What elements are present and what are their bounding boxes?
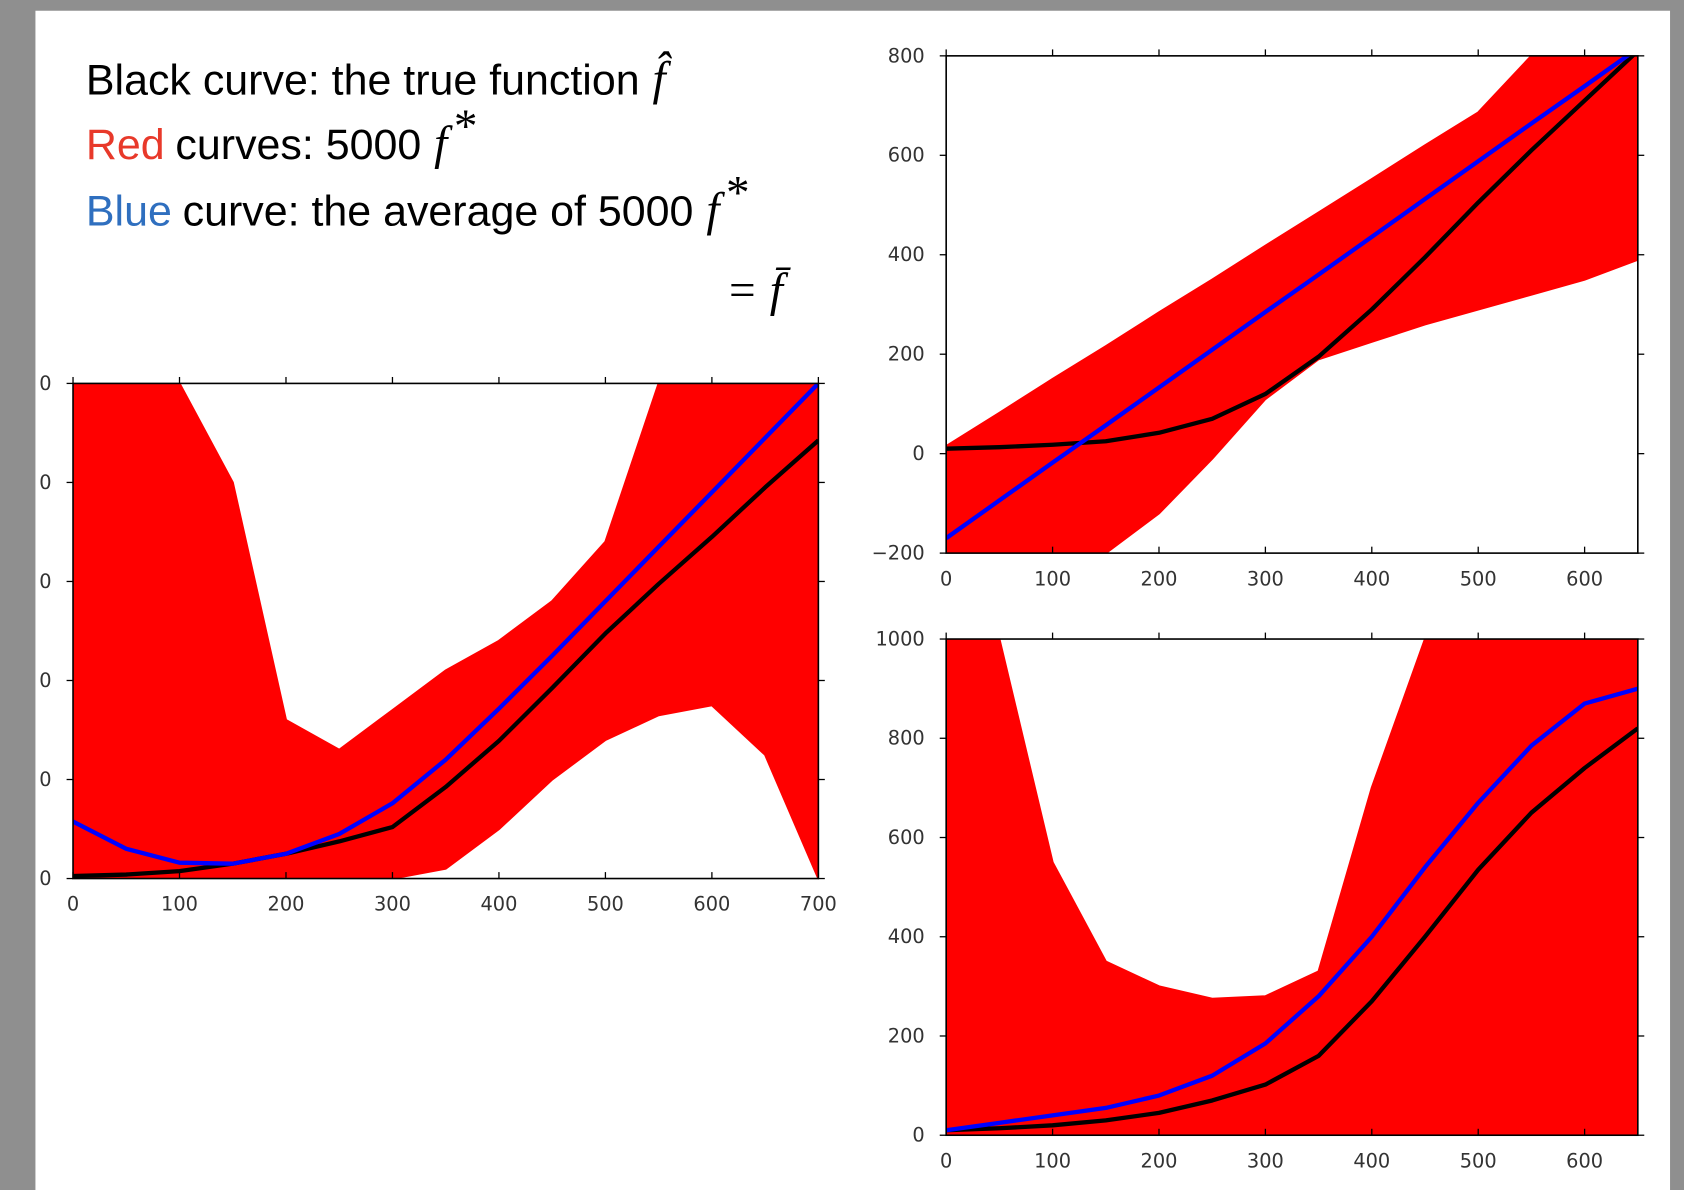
y-tick-label: 0: [39, 867, 51, 890]
x-tick-label: 500: [587, 893, 624, 916]
chart: 0 100 200 300 400 500 600 −200 0 200 400 600 800: [872, 44, 1645, 590]
x-tick-label: 700: [800, 893, 837, 916]
x-tick-label: 400: [480, 893, 517, 916]
x-tick-label: 300: [1247, 567, 1284, 590]
caption-text: Blue: [86, 188, 172, 236]
curve: [946, 55, 1636, 451]
caption-text: Red: [86, 121, 165, 169]
x-tick-label: 500: [1460, 1149, 1497, 1172]
x-tick-label: 0: [940, 567, 952, 590]
x-tick-label: 100: [161, 893, 198, 916]
x-tick-label: 600: [693, 893, 730, 916]
y-tick-label: 400: [888, 925, 925, 948]
x-tick-label: 400: [1353, 1149, 1390, 1172]
caption-line: Black curve: the true function f̂: [86, 53, 672, 106]
red-curves-band: [946, 55, 1638, 554]
y-tick-label: 0: [912, 442, 924, 465]
caption-text: curve: the average of 5000: [183, 188, 694, 236]
x-tick-label: 600: [1566, 567, 1603, 590]
red-curves-band: [73, 383, 819, 879]
curve: [73, 438, 819, 879]
x-tick-label: 0: [940, 1149, 952, 1172]
caption-line: Red curves: 5000 f*: [86, 101, 476, 170]
y-tick-label: 800: [888, 44, 925, 67]
math-superscript: *: [724, 167, 748, 219]
axes-frame: [72, 382, 820, 880]
y-tick-label: 1000: [875, 627, 924, 650]
y-tick-label: 0: [912, 1124, 924, 1147]
y-tick-label: 200: [888, 1024, 925, 1047]
caption-text: Black curve: the true function: [86, 57, 640, 105]
x-tick-label: 200: [268, 893, 305, 916]
y-tick-label: 400: [888, 243, 925, 266]
y-tick-label: 0: [39, 768, 51, 791]
y-tick-label: 800: [888, 727, 925, 750]
curve: [946, 726, 1638, 1133]
y-tick-label: 0: [39, 669, 51, 692]
red-curves-band: [946, 639, 1638, 1136]
curve: [73, 383, 819, 866]
x-tick-label: 0: [67, 893, 79, 916]
x-tick-label: 500: [1460, 567, 1497, 590]
y-tick-label: 600: [888, 826, 925, 849]
x-tick-label: 400: [1353, 567, 1390, 590]
math-superscript: *: [452, 101, 476, 153]
y-tick-label: 0: [39, 372, 51, 395]
y-tick-label: 0: [39, 471, 51, 494]
math-symbol: = f̄: [726, 265, 791, 317]
curve: [946, 55, 1632, 540]
x-tick-label: 200: [1141, 1149, 1178, 1172]
x-tick-label: 300: [374, 893, 411, 916]
x-tick-label: 100: [1034, 1149, 1071, 1172]
y-tick-label: 600: [888, 144, 925, 167]
chart: 0 100 200 300 400 500 600 0 200 400 600 800 1000: [875, 627, 1645, 1172]
axes-frame: [945, 55, 1639, 554]
x-tick-label: 100: [1034, 567, 1071, 590]
curve: [946, 686, 1638, 1133]
x-tick-label: 600: [1566, 1149, 1603, 1172]
y-tick-label: −200: [872, 542, 925, 565]
caption-line: = f̄: [726, 265, 791, 317]
axes-frame: [945, 638, 1639, 1137]
x-tick-label: 300: [1247, 1149, 1284, 1172]
y-tick-label: 200: [888, 343, 925, 366]
caption-text: curves: 5000: [175, 121, 421, 169]
y-tick-label: 0: [39, 570, 51, 593]
x-tick-label: 200: [1141, 567, 1178, 590]
